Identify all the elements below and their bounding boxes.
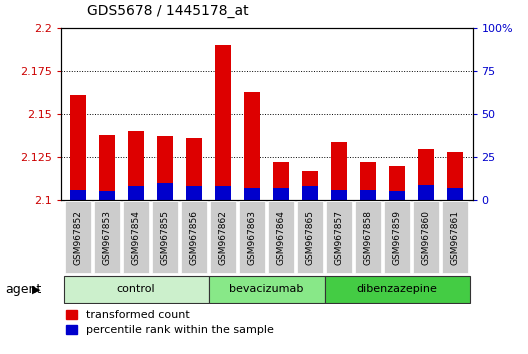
Text: control: control [117, 284, 155, 295]
Bar [99, 135, 115, 200]
Text: bevacizumab: bevacizumab [230, 284, 304, 295]
Text: GSM967860: GSM967860 [422, 210, 431, 265]
FancyBboxPatch shape [94, 201, 120, 273]
Bar [215, 46, 231, 200]
FancyBboxPatch shape [442, 201, 468, 273]
Bar [244, 92, 260, 200]
Bar [273, 188, 289, 200]
Text: agent: agent [5, 283, 42, 296]
Bar [389, 166, 405, 200]
Bar [215, 186, 231, 200]
Bar [302, 171, 318, 200]
Bar [157, 137, 173, 200]
FancyBboxPatch shape [326, 201, 352, 273]
Text: GSM967864: GSM967864 [277, 210, 286, 265]
FancyBboxPatch shape [65, 201, 91, 273]
Bar [186, 138, 202, 200]
FancyBboxPatch shape [63, 276, 209, 303]
Bar [360, 190, 376, 200]
Text: GSM967857: GSM967857 [335, 210, 344, 265]
Bar [186, 186, 202, 200]
Bar [418, 184, 434, 200]
Bar [418, 149, 434, 200]
Text: dibenzazepine: dibenzazepine [357, 284, 438, 295]
Text: GDS5678 / 1445178_at: GDS5678 / 1445178_at [87, 4, 249, 18]
Text: GSM967861: GSM967861 [451, 210, 460, 265]
Text: GSM967855: GSM967855 [161, 210, 169, 265]
Bar [157, 183, 173, 200]
Legend: transformed count, percentile rank within the sample: transformed count, percentile rank withi… [67, 310, 274, 335]
FancyBboxPatch shape [325, 276, 470, 303]
FancyBboxPatch shape [209, 276, 325, 303]
Bar [331, 142, 347, 200]
Bar [447, 152, 463, 200]
Text: GSM967863: GSM967863 [248, 210, 257, 265]
Bar [360, 162, 376, 200]
Text: GSM967853: GSM967853 [102, 210, 111, 265]
Text: GSM967862: GSM967862 [219, 210, 228, 265]
Bar [99, 192, 115, 200]
FancyBboxPatch shape [268, 201, 294, 273]
Bar [70, 190, 86, 200]
Text: GSM967856: GSM967856 [190, 210, 199, 265]
Text: GSM967852: GSM967852 [73, 210, 82, 265]
Bar [447, 188, 463, 200]
FancyBboxPatch shape [210, 201, 236, 273]
Bar [331, 190, 347, 200]
Text: GSM967854: GSM967854 [131, 210, 140, 265]
FancyBboxPatch shape [297, 201, 323, 273]
Text: GSM967865: GSM967865 [306, 210, 315, 265]
Bar [389, 192, 405, 200]
Bar [273, 162, 289, 200]
FancyBboxPatch shape [239, 201, 265, 273]
Text: ▶: ▶ [32, 284, 40, 295]
FancyBboxPatch shape [152, 201, 178, 273]
Text: GSM967859: GSM967859 [393, 210, 402, 265]
Bar [244, 188, 260, 200]
FancyBboxPatch shape [413, 201, 439, 273]
Bar [302, 186, 318, 200]
FancyBboxPatch shape [355, 201, 381, 273]
Bar [70, 95, 86, 200]
Bar [128, 131, 144, 200]
FancyBboxPatch shape [123, 201, 149, 273]
FancyBboxPatch shape [181, 201, 207, 273]
Text: GSM967858: GSM967858 [364, 210, 373, 265]
Bar [128, 186, 144, 200]
FancyBboxPatch shape [384, 201, 410, 273]
